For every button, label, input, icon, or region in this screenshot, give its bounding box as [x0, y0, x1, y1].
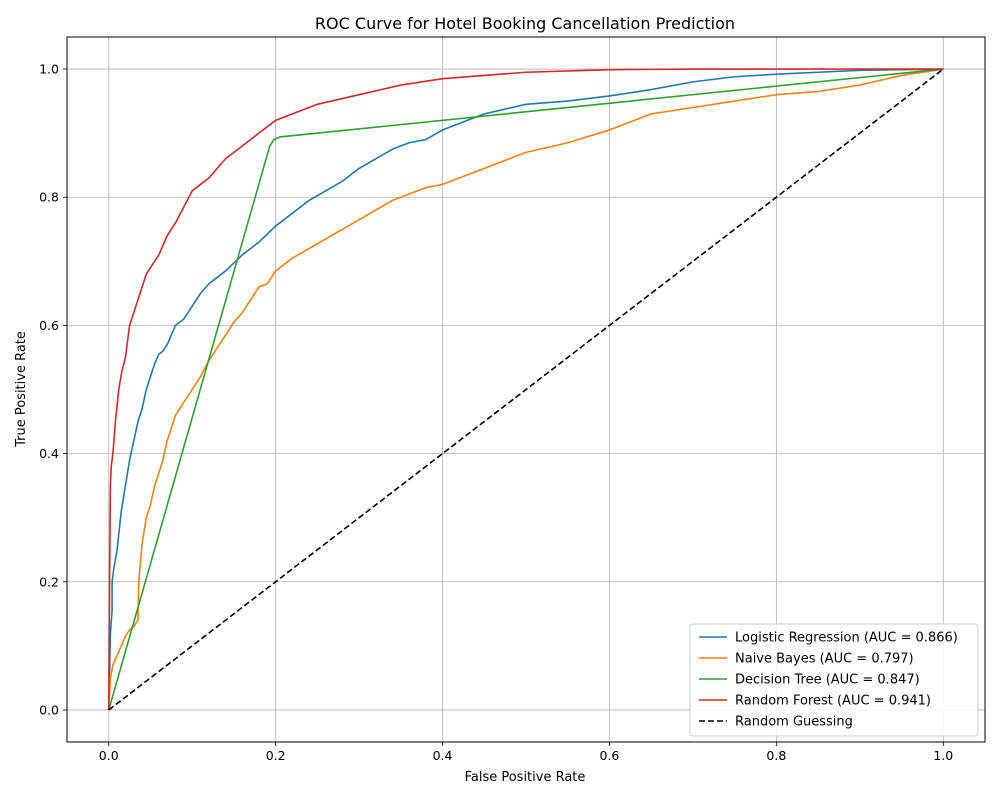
x-tick-label-4: 0.8 — [766, 748, 786, 763]
legend-box — [689, 623, 979, 737]
y-tick-label-4: 0.8 — [39, 190, 59, 205]
legend: Logistic Regression (AUC = 0.866) Naive B… — [689, 623, 979, 737]
chart-title: ROC Curve for Hotel Booking Cancellation… — [315, 14, 735, 33]
y-tick-label-1: 0.2 — [39, 574, 59, 589]
legend-label-1: Naive Bayes (AUC = 0.797) — [735, 652, 914, 667]
x-axis-ticks: 0.0 0.2 0.4 0.6 0.8 1.0 — [99, 742, 953, 763]
y-tick-label-3: 0.6 — [39, 318, 59, 333]
series-line-4 — [108, 68, 944, 711]
y-tick-label-2: 0.4 — [39, 446, 59, 461]
legend-label-3: Random Forest (AUC = 0.941) — [735, 694, 931, 709]
series-line-2 — [107, 68, 944, 711]
legend-label-2: Decision Tree (AUC = 0.847) — [735, 673, 920, 688]
plot-frame — [66, 36, 986, 743]
y-tick-label-0: 0.0 — [39, 702, 59, 717]
legend-label-4: Random Guessing — [735, 715, 853, 730]
legend-label-0: Logistic Regression (AUC = 0.866) — [735, 631, 958, 646]
x-tick-label-3: 0.6 — [600, 748, 620, 763]
series-line-3 — [107, 68, 944, 710]
x-axis-label: False Positive Rate — [465, 770, 586, 785]
x-tick-label-2: 0.4 — [433, 748, 453, 763]
grid-lines — [67, 37, 985, 742]
y-axis-ticks: 0.0 0.2 0.4 0.6 0.8 1.0 — [39, 62, 67, 717]
series-line-0 — [107, 68, 944, 710]
roc-curves — [107, 68, 944, 711]
y-tick-label-5: 1.0 — [39, 62, 59, 77]
x-tick-label-0: 0.0 — [99, 748, 119, 763]
x-tick-label-1: 0.2 — [266, 748, 286, 763]
y-axis-label: True Positive Rate — [14, 331, 29, 448]
x-tick-label-5: 1.0 — [933, 748, 953, 763]
series-line-1 — [107, 68, 944, 710]
